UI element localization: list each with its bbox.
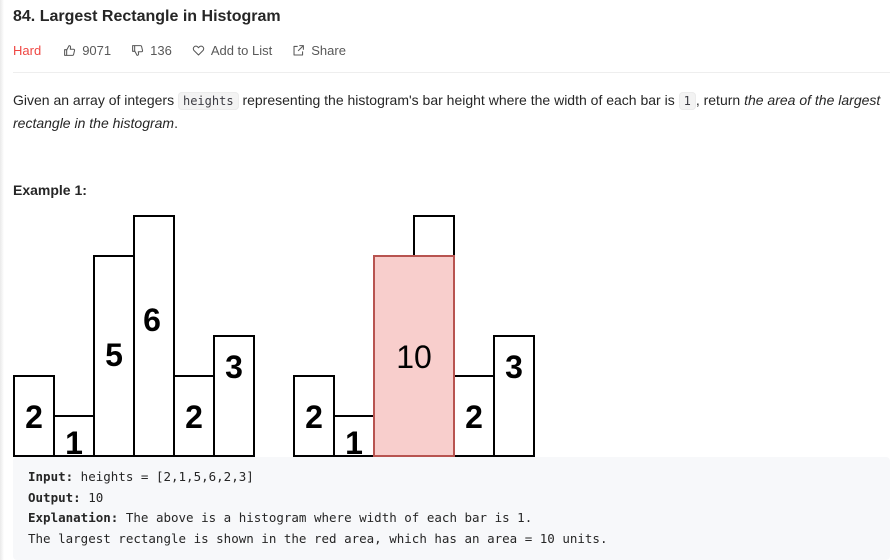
histogram-left-bar-label-2: 5 [105,337,123,373]
desc-italic-goal: the area of the largest rectangle in the… [13,92,881,131]
share-button[interactable]: Share [292,43,346,58]
highlight-area-label: 10 [396,339,432,375]
example-input-line: Input: heights = [2,1,5,6,2,3] [28,467,875,488]
input-label: Input: [28,469,74,484]
inline-code-heights: heights [177,92,239,110]
histogram-left-bar-label-0: 2 [25,399,43,435]
thumbs-up-icon [64,44,76,56]
explanation-label: Explanation: [28,510,119,525]
histogram-right-bar-1 [333,415,375,457]
add-to-list-label: Add to List [210,42,273,58]
histogram-left-bar-label-4: 2 [185,399,203,435]
histogram-right-bar-label-4: 2 [465,399,483,435]
histogram-right-bar-label-0: 2 [305,399,323,435]
histogram-right-bar-5 [493,335,535,457]
histogram-left-bar-label-1: 1 [65,425,83,460]
histogram-left-bar-label-3: 6 [143,302,161,338]
problem-title: 84. Largest Rectangle in Histogram [13,8,281,25]
dislike-count: 136 [150,42,172,58]
example-output-line: Output: 10 [28,488,875,509]
inline-code-one: 1 [678,92,696,110]
output-value: 10 [80,489,104,505]
histogram-left-bar-0 [13,375,55,457]
share-label: Share [311,42,346,58]
highlight-area [373,255,455,457]
difficulty-badge: Hard [13,42,42,58]
explanation-value: The above is a histogram where width of … [118,510,533,525]
example-title: Example 1: [13,182,87,198]
input-value: heights = [2,1,5,6,2,3] [73,469,254,484]
example-explanation-line-2: The largest rectangle is shown in the re… [28,530,608,546]
histogram-right-bar-0 [293,375,335,457]
desc-text-4: . [174,115,178,131]
header-divider [13,72,890,73]
problem-meta-bar: Hard 9071 136 Add to List Share [13,42,366,58]
histogram-left-bar-5 [213,335,255,457]
histogram-left-bar-1 [53,415,95,457]
desc-text-1: Given an array of integers [13,92,178,108]
like-count: 9071 [82,42,112,58]
share-icon [293,44,305,55]
add-to-list-button[interactable]: Add to List [192,43,272,58]
histogram-left-bar-2 [93,255,135,457]
example-codebox: Input: heights = [2,1,5,6,2,3] Output: 1… [13,457,890,560]
like-button[interactable]: 9071 [63,43,111,58]
histogram-left-bar-3 [133,215,175,457]
thumbs-down-icon [132,44,144,56]
left-edge-shadow [0,0,4,560]
histogram-right-bar-label-5: 3 [505,349,523,385]
dislike-button[interactable]: 136 [131,43,172,58]
problem-description: Given an array of integers heights repre… [13,89,883,134]
histogram-right-bar-label-1: 1 [345,425,363,460]
heart-icon [192,45,205,55]
histogram-left-bar-label-5: 3 [225,349,243,385]
example-explanation-line: Explanation: The above is a histogram wh… [28,508,875,529]
output-label: Output: [28,489,81,505]
desc-text-2: representing the histogram's bar height … [238,92,679,108]
desc-text-3: , return [695,92,745,108]
